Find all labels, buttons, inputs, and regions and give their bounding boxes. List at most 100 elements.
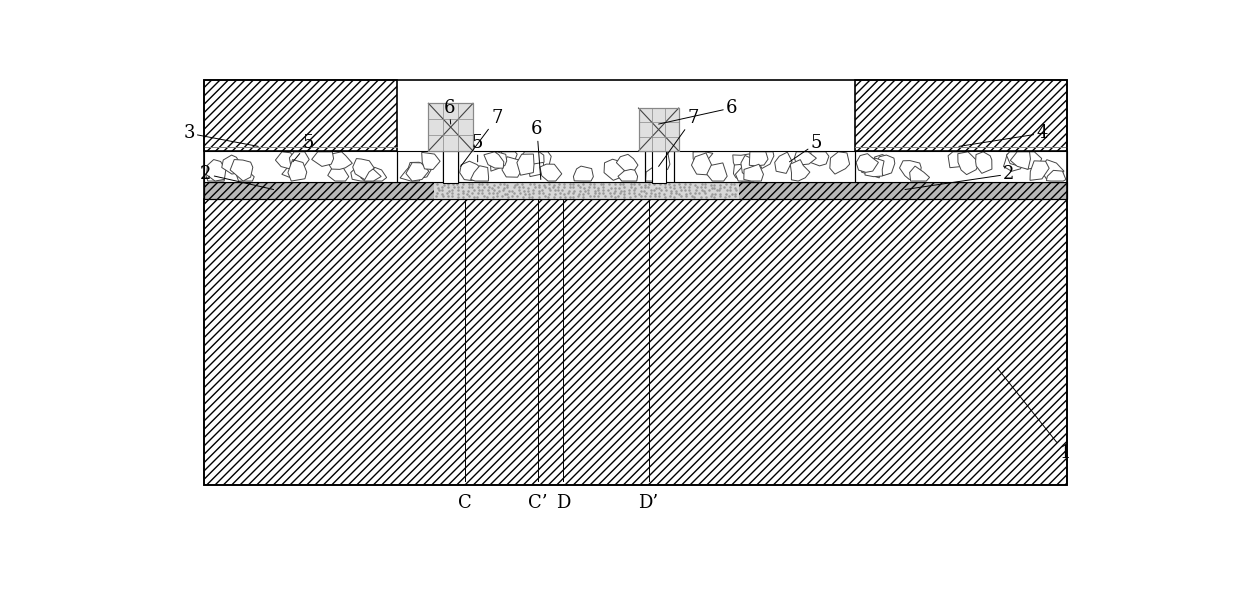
Polygon shape xyxy=(604,159,626,181)
Bar xyxy=(205,199,1066,485)
Polygon shape xyxy=(758,152,774,169)
Text: D’: D’ xyxy=(639,495,658,512)
Polygon shape xyxy=(693,152,713,164)
Polygon shape xyxy=(1047,170,1066,181)
Polygon shape xyxy=(957,152,980,175)
Polygon shape xyxy=(1019,152,1042,169)
Bar xyxy=(443,151,459,182)
Polygon shape xyxy=(735,162,758,181)
Text: 7: 7 xyxy=(461,109,502,167)
Bar xyxy=(443,151,459,182)
Bar xyxy=(854,151,1066,182)
Polygon shape xyxy=(222,155,241,174)
Polygon shape xyxy=(206,164,224,181)
Bar xyxy=(443,151,459,184)
Polygon shape xyxy=(1011,152,1030,169)
Bar xyxy=(639,108,678,151)
Bar xyxy=(854,151,1066,182)
Polygon shape xyxy=(856,153,878,172)
Bar xyxy=(675,151,854,182)
Bar xyxy=(205,80,397,151)
Text: 2: 2 xyxy=(200,165,274,190)
Polygon shape xyxy=(522,152,544,164)
Polygon shape xyxy=(795,152,816,165)
Polygon shape xyxy=(790,159,810,181)
Polygon shape xyxy=(471,165,489,181)
Polygon shape xyxy=(408,162,432,179)
Text: 2: 2 xyxy=(905,165,1014,190)
Polygon shape xyxy=(866,158,884,176)
Polygon shape xyxy=(502,156,523,177)
Polygon shape xyxy=(707,163,727,181)
Bar xyxy=(645,151,675,182)
Polygon shape xyxy=(517,154,534,175)
Text: 7: 7 xyxy=(658,109,699,167)
Polygon shape xyxy=(370,167,387,181)
Bar xyxy=(205,151,397,182)
Bar xyxy=(397,151,443,182)
Text: 5: 5 xyxy=(790,134,822,162)
Polygon shape xyxy=(311,152,334,167)
Bar xyxy=(205,182,1066,199)
Polygon shape xyxy=(733,154,753,175)
Bar xyxy=(459,151,645,182)
Bar xyxy=(854,80,1066,151)
Polygon shape xyxy=(352,159,374,179)
Polygon shape xyxy=(329,152,352,169)
Polygon shape xyxy=(1040,159,1064,178)
Polygon shape xyxy=(351,164,371,181)
Bar xyxy=(397,151,443,182)
Polygon shape xyxy=(281,162,303,178)
Polygon shape xyxy=(528,156,544,176)
Polygon shape xyxy=(444,162,458,181)
Polygon shape xyxy=(498,152,517,162)
Bar xyxy=(639,108,678,151)
Text: 6: 6 xyxy=(444,99,455,124)
Polygon shape xyxy=(490,152,507,171)
Polygon shape xyxy=(327,164,348,181)
Polygon shape xyxy=(692,153,712,175)
Polygon shape xyxy=(361,169,381,181)
Polygon shape xyxy=(484,152,503,168)
Polygon shape xyxy=(749,152,768,166)
Polygon shape xyxy=(618,169,637,181)
Polygon shape xyxy=(444,152,458,170)
Polygon shape xyxy=(830,152,849,174)
Polygon shape xyxy=(875,155,895,176)
Bar xyxy=(434,182,739,199)
Bar xyxy=(205,80,1066,485)
Text: 4: 4 xyxy=(959,124,1048,146)
Polygon shape xyxy=(810,152,828,166)
Text: 5: 5 xyxy=(293,134,314,162)
Polygon shape xyxy=(231,159,253,181)
Polygon shape xyxy=(236,170,254,181)
Text: 1: 1 xyxy=(997,368,1071,462)
Polygon shape xyxy=(910,166,930,181)
Polygon shape xyxy=(207,159,226,181)
Polygon shape xyxy=(872,155,893,175)
Polygon shape xyxy=(289,152,309,169)
Polygon shape xyxy=(652,152,670,170)
Polygon shape xyxy=(460,161,484,181)
Bar xyxy=(645,151,675,182)
Bar xyxy=(205,151,397,182)
Polygon shape xyxy=(616,155,637,175)
Bar xyxy=(675,151,854,182)
Polygon shape xyxy=(405,162,429,181)
Text: C’: C’ xyxy=(528,495,548,512)
Polygon shape xyxy=(1007,152,1022,166)
Polygon shape xyxy=(646,166,666,181)
Bar xyxy=(205,182,1066,199)
Text: 5: 5 xyxy=(472,134,484,162)
Text: 6: 6 xyxy=(531,120,543,179)
Text: 3: 3 xyxy=(184,124,258,146)
Bar xyxy=(459,151,645,182)
Polygon shape xyxy=(1003,152,1025,172)
Text: 6: 6 xyxy=(658,99,738,124)
Polygon shape xyxy=(275,152,294,170)
Polygon shape xyxy=(536,152,552,166)
Text: C: C xyxy=(458,495,471,512)
Polygon shape xyxy=(422,152,440,170)
Polygon shape xyxy=(742,155,760,177)
Polygon shape xyxy=(976,152,992,173)
